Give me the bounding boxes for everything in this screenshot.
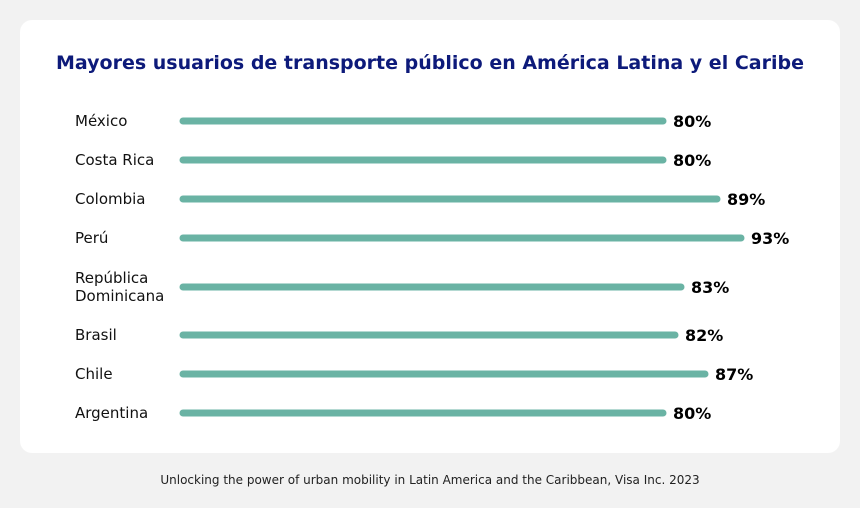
value-label: 82% [685,326,723,345]
value-label: 80% [673,151,711,170]
value-label: 87% [715,365,753,384]
category-label: República Dominicana [75,269,164,305]
category-label: Brasil [75,326,117,344]
source-caption: Unlocking the power of urban mobility in… [160,473,700,487]
value-label: 80% [673,404,711,423]
category-label: Perú [75,229,108,247]
value-label: 89% [727,190,765,209]
value-label: 93% [751,229,789,248]
category-label: Argentina [75,404,148,422]
category-label: Chile [75,365,113,383]
chart-title: Mayores usuarios de transporte público e… [56,52,804,74]
category-label: Costa Rica [75,151,154,169]
value-label: 83% [691,278,729,297]
value-label: 80% [673,112,711,131]
category-label: Colombia [75,190,146,208]
category-label: México [75,112,127,130]
